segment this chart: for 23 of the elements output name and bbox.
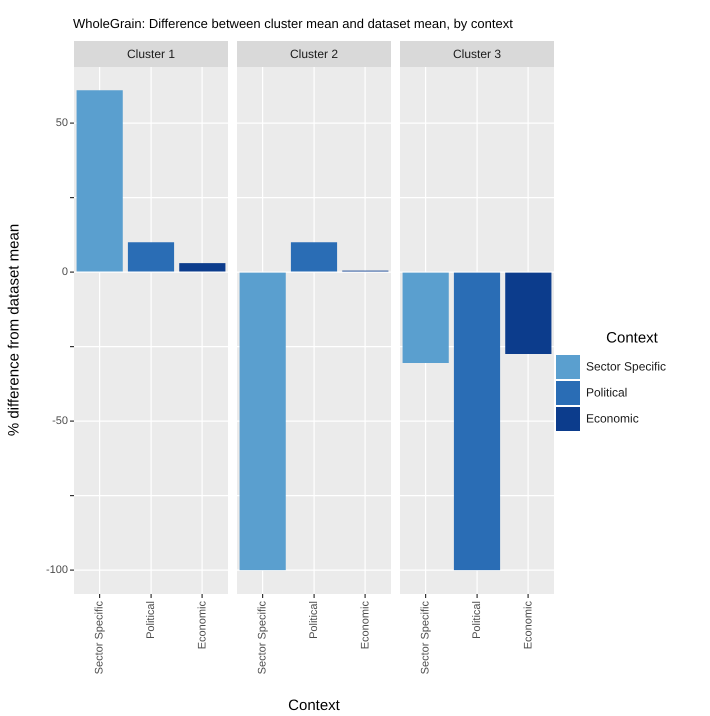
x-tick-label: Political (145, 601, 158, 639)
legend-label: Political (586, 385, 628, 400)
legend-label: Economic (586, 411, 639, 426)
legend-label: Sector Specific (586, 359, 666, 374)
x-tick-label: Economic (522, 600, 534, 650)
y-tick-label: -100 (46, 564, 68, 576)
x-tick-label: Sector Specific (94, 600, 106, 674)
chart-title: Cluster 2 (237, 41, 391, 67)
text: WholeGrain: Difference between cluster mean and dataset mean, by context (73, 16, 513, 31)
x-tick-label: Economic (196, 600, 208, 650)
x-tick-label: Political (471, 601, 484, 639)
x-tick-label: Sector Specific (420, 600, 432, 674)
x-axis-title: Context (288, 697, 340, 714)
y-tick-label: 0 (62, 266, 68, 278)
chart-title: Cluster 3 (400, 41, 554, 67)
x-tick-label: Political (308, 601, 320, 639)
y-axis-title: % difference from dataset mean (6, 224, 22, 436)
y-tick-label: 50 (56, 117, 68, 130)
legend-title: Context (606, 330, 659, 347)
chart-title: Cluster 1 (74, 41, 228, 67)
x-tick-label: Sector Specific (256, 600, 269, 674)
y-tick-label: -50 (52, 415, 68, 428)
x-tick-label: Economic (359, 600, 372, 650)
